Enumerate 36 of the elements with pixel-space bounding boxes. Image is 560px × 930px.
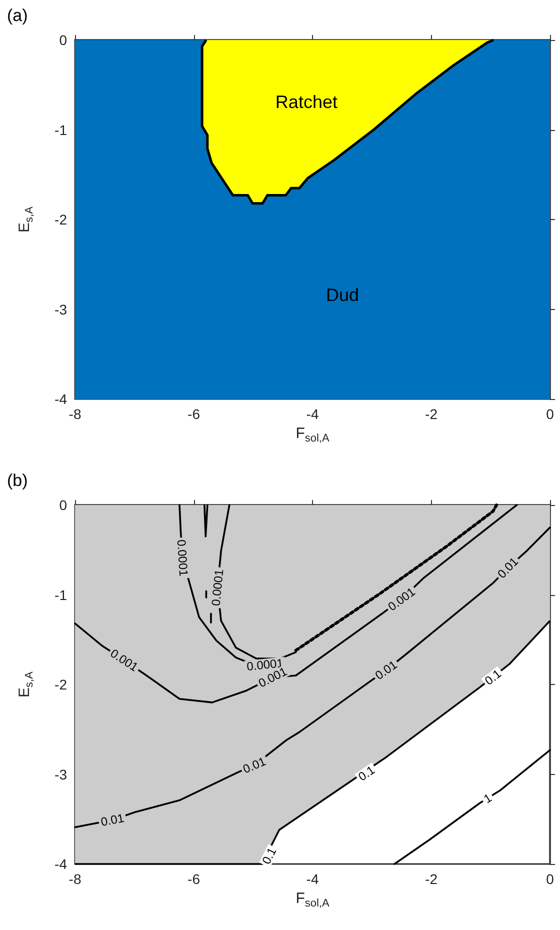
chart-title: (b) <box>7 471 28 490</box>
y-tick-label: -3 <box>54 766 68 782</box>
y-tick-label: 0 <box>59 497 68 513</box>
y-tick-label: -1 <box>54 586 68 603</box>
annotation: 0.1 <box>482 666 504 688</box>
annotation: 1 <box>481 790 494 806</box>
y-axis-title: Es,A <box>16 206 36 232</box>
x-tick-label: -4 <box>306 871 319 887</box>
annotation: 0.01 <box>240 754 268 776</box>
annotation: 0.01 <box>372 658 400 683</box>
x-tick-label: -2 <box>425 406 438 422</box>
line-series <box>74 504 518 704</box>
x-tick-label: -4 <box>306 406 319 422</box>
annotation: 0.1 <box>259 845 280 867</box>
chart-title: (a) <box>7 6 28 25</box>
y-tick-label: -1 <box>54 122 68 138</box>
x-tick-label: -6 <box>188 871 200 887</box>
y-axis-title: Es,A <box>16 670 36 698</box>
y-tick-label: -4 <box>54 856 68 872</box>
annotation: 0.1 <box>356 762 378 784</box>
band-label: Dud <box>326 285 360 305</box>
x-tick-label: -6 <box>188 406 200 422</box>
y-tick-label: 0 <box>59 32 68 48</box>
x-tick-label: -2 <box>425 871 438 887</box>
line-series <box>74 526 551 828</box>
series-label: Ratchet <box>275 92 338 112</box>
annotation: 0.01 <box>494 554 522 582</box>
x-tick-label: -8 <box>68 871 82 887</box>
x-tick-label: 0 <box>546 871 554 887</box>
y-tick-label: -2 <box>54 676 68 692</box>
x-tick-label: -8 <box>68 406 82 422</box>
y-tick-label: -2 <box>54 212 68 228</box>
y-tick-label: -4 <box>54 391 68 407</box>
x-tick-label: 0 <box>546 406 554 422</box>
y-tick-label: -3 <box>54 301 68 318</box>
line-series <box>394 749 551 865</box>
